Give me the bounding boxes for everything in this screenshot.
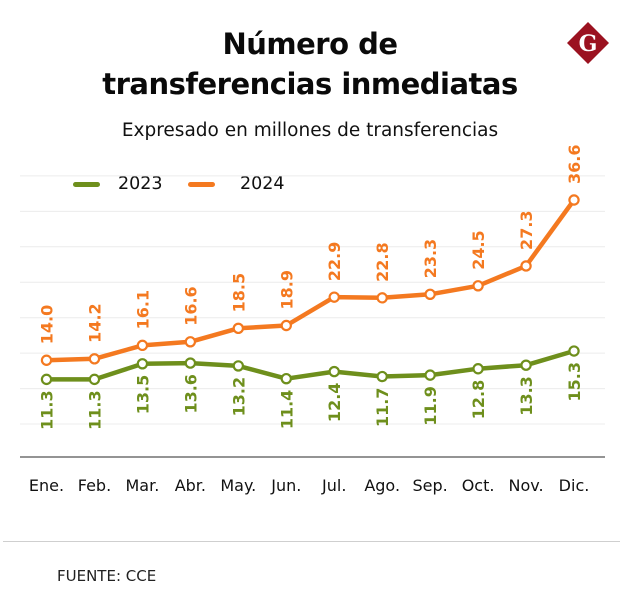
data-label-2023: 13.6: [181, 374, 200, 413]
data-point-2023: [568, 345, 580, 357]
data-point-2023: [376, 370, 388, 383]
data-label-2024: 22.8: [373, 242, 392, 281]
x-tick-label: Nov.: [509, 476, 544, 495]
data-label-2023: 11.3: [38, 390, 57, 429]
data-point-2023: [424, 369, 436, 381]
data-label-2024: 16.1: [133, 290, 152, 329]
x-tick-label: Mar.: [126, 476, 160, 495]
data-label-2023: 11.4: [277, 390, 296, 429]
data-label-2024: 36.6: [565, 145, 584, 184]
footer-divider: [3, 541, 620, 542]
data-label-2024: 14.2: [85, 303, 104, 342]
data-label-2024: 16.6: [181, 286, 200, 325]
data-label-2023: 13.5: [133, 375, 152, 414]
x-tick-label: Sep.: [413, 476, 448, 495]
data-label-2024: 27.3: [517, 210, 536, 249]
data-point-2023: [88, 373, 101, 386]
data-label-2024: 18.5: [229, 273, 248, 312]
data-label-2024: 14.0: [38, 305, 57, 344]
data-label-2023: 13.2: [229, 377, 248, 416]
chart-title: Número de transferencias inmediatas: [0, 24, 620, 104]
data-point-2023: [184, 357, 197, 369]
x-axis-tick-labels: Ene. Feb. Mar. Abr. May. Jun. Jul. Ago. Sep. Oct.…: [29, 476, 589, 495]
logo-diamond: [567, 22, 609, 64]
gridlines: [20, 175, 605, 425]
source-note: FUENTE: CCE: [57, 567, 157, 585]
legend-item-2024: 2024: [188, 174, 285, 194]
series-2023: [40, 345, 580, 386]
line-chart: 11.3 11.3 13.5 13.6 13.2 11.4 12.4 11.7 11.9 12.8…: [20, 145, 605, 495]
data-point-2024: [40, 354, 53, 366]
series-line-2024: [44, 197, 577, 363]
data-labels: 11.3 11.3 13.5 13.6 13.2 11.4 12.4 11.7 11.9 12.8…: [38, 145, 585, 430]
legend-label-2024: 2024: [240, 174, 285, 194]
data-label-2023: 11.9: [421, 386, 440, 425]
data-point-2024: [328, 291, 340, 303]
data-label-2024: 22.9: [325, 242, 344, 281]
data-label-2023: 13.3: [517, 376, 536, 415]
data-point-2024: [568, 194, 580, 206]
data-point-2023: [232, 360, 245, 372]
data-label-2023: 11.7: [373, 388, 392, 427]
brand-logo-icon: G: [567, 22, 609, 64]
x-tick-label: Dic.: [559, 476, 590, 495]
data-point-2024: [184, 336, 197, 348]
series-2024: [40, 194, 580, 366]
data-label-2024: 24.5: [469, 230, 488, 269]
x-tick-label: Abr.: [175, 476, 206, 495]
data-point-2023: [280, 372, 292, 385]
series-lines: [40, 194, 580, 386]
data-point-2023: [40, 373, 53, 386]
x-tick-label: Feb.: [78, 476, 111, 495]
data-point-2024: [88, 353, 101, 365]
data-point-2024: [424, 288, 436, 301]
data-label-2023: 12.4: [325, 383, 344, 422]
data-point-2024: [232, 322, 245, 335]
data-point-2023: [472, 363, 484, 375]
legend-swatch-2024: [188, 181, 215, 187]
data-point-2024: [520, 260, 532, 272]
data-label-2023: 12.8: [469, 380, 488, 419]
data-point-2024: [472, 280, 484, 292]
x-tick-label: Oct.: [462, 476, 495, 495]
data-label-2023: 11.3: [85, 390, 104, 429]
x-tick-label: Jul.: [321, 476, 346, 495]
data-point-2023: [136, 358, 149, 370]
data-point-2023: [520, 359, 532, 371]
x-tick-label: Jun.: [270, 476, 301, 495]
x-tick-label: May.: [220, 476, 256, 495]
chart-title-line-2: transferencias inmediatas: [102, 67, 518, 101]
x-tick-label: Ene.: [29, 476, 64, 495]
x-tick-label: Ago.: [364, 476, 400, 495]
chart-subtitle: Expresado en millones de transferencias: [121, 120, 499, 141]
data-label-2024: 18.9: [277, 270, 296, 309]
series-line-2023: [44, 348, 577, 382]
data-point-2023: [328, 365, 340, 378]
data-label-2023: 15.3: [565, 362, 584, 401]
legend-swatch-2023: [73, 181, 100, 187]
legend-item-2023: 2023: [73, 174, 163, 194]
legend-label-2023: 2023: [118, 174, 163, 194]
data-point-2024: [376, 292, 388, 304]
data-point-2024: [280, 319, 292, 332]
chart-title-line-1: Número de: [222, 27, 398, 61]
data-label-2024: 23.3: [421, 239, 440, 278]
logo-letter: G: [579, 31, 598, 57]
data-point-2024: [136, 339, 149, 352]
